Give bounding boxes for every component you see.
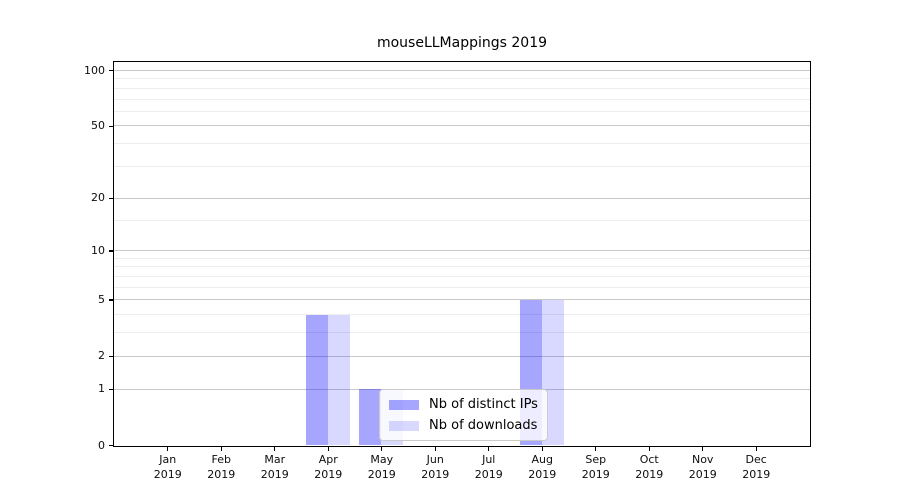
legend-entry-distinct-ips: Nb of distinct IPs bbox=[389, 397, 538, 412]
x-tick-year: 2019 bbox=[688, 468, 717, 481]
x-tick-label-mar: Mar 2019 bbox=[248, 452, 302, 482]
x-tick-month: Apr bbox=[318, 453, 338, 466]
y-tick-label-50: 50 bbox=[91, 119, 105, 133]
gridline-major bbox=[114, 197, 810, 199]
x-tick-label-jul: Jul 2019 bbox=[462, 452, 516, 482]
x-tick-year: 2019 bbox=[421, 468, 450, 481]
y-tick-label-0: 0 bbox=[98, 438, 105, 452]
gridline-major bbox=[114, 125, 810, 127]
bar-apr-downloads bbox=[327, 314, 350, 446]
gridline-major bbox=[114, 69, 810, 71]
x-tick-label-nov: Nov 2019 bbox=[676, 452, 730, 482]
x-tick-month: Sep bbox=[585, 453, 607, 466]
x-tick-label-apr: Apr 2019 bbox=[301, 452, 355, 482]
x-tick-year: 2019 bbox=[635, 468, 664, 481]
bar-apr-distinct-ips bbox=[305, 314, 328, 446]
x-tick-month: Aug bbox=[531, 453, 553, 466]
x-tick-label-dec: Dec 2019 bbox=[729, 452, 783, 482]
gridline-minor bbox=[114, 87, 810, 89]
x-tick-month: Feb bbox=[211, 453, 232, 466]
x-tick-label-jan: Jan 2019 bbox=[141, 452, 195, 482]
gridline-minor bbox=[114, 332, 810, 334]
gridline-major bbox=[114, 250, 810, 252]
x-tick-month: Nov bbox=[691, 453, 714, 466]
gridline-minor bbox=[114, 286, 810, 288]
gridline-minor bbox=[114, 219, 810, 221]
legend: Nb of distinct IPs Nb of downloads bbox=[379, 389, 548, 441]
x-tick-label-aug: Aug 2019 bbox=[515, 452, 569, 482]
x-tick-year: 2019 bbox=[474, 468, 503, 481]
gridline-minor bbox=[114, 78, 810, 80]
x-tick-label-sep: Sep 2019 bbox=[569, 452, 623, 482]
x-tick-month: Mar bbox=[264, 453, 286, 466]
x-tick-label-may: May 2019 bbox=[355, 452, 409, 482]
x-tick-year: 2019 bbox=[260, 468, 289, 481]
y-tick-label-5: 5 bbox=[98, 293, 105, 307]
x-tick-year: 2019 bbox=[581, 468, 610, 481]
gridline-major bbox=[114, 299, 810, 301]
x-tick-month: May bbox=[370, 453, 394, 466]
x-tick-year: 2019 bbox=[314, 468, 343, 481]
gridline-minor bbox=[114, 314, 810, 316]
y-tick-label-2: 2 bbox=[98, 349, 105, 363]
x-tick-year: 2019 bbox=[528, 468, 557, 481]
x-tick-month: Jan bbox=[159, 453, 177, 466]
gridline-minor bbox=[114, 143, 810, 145]
x-tick-year: 2019 bbox=[207, 468, 236, 481]
legend-label-distinct-ips: Nb of distinct IPs bbox=[429, 397, 538, 412]
y-tick-label-100: 100 bbox=[84, 63, 105, 77]
x-tick-month: Dec bbox=[745, 453, 767, 466]
legend-label-downloads: Nb of downloads bbox=[429, 418, 538, 433]
x-tick-month: Jun bbox=[426, 453, 444, 466]
gridline-minor bbox=[114, 110, 810, 112]
legend-swatch-distinct-ips bbox=[389, 399, 419, 410]
legend-swatch-downloads bbox=[389, 420, 419, 431]
x-tick-year: 2019 bbox=[367, 468, 396, 481]
x-tick-label-feb: Feb 2019 bbox=[194, 452, 248, 482]
x-tick-month: Oct bbox=[639, 453, 659, 466]
y-tick-label-10: 10 bbox=[91, 243, 105, 257]
legend-entry-downloads: Nb of downloads bbox=[389, 418, 538, 433]
gridline-minor bbox=[114, 275, 810, 277]
plot-area: Nb of distinct IPs Nb of downloads bbox=[113, 61, 811, 447]
gridline-minor bbox=[114, 165, 810, 167]
gridline-major bbox=[114, 355, 810, 357]
y-tick-label-20: 20 bbox=[91, 191, 105, 205]
bar-may-distinct-ips bbox=[359, 389, 382, 446]
x-tick-month: Jul bbox=[482, 453, 496, 466]
x-tick-label-oct: Oct 2019 bbox=[622, 452, 676, 482]
gridline-minor bbox=[114, 98, 810, 100]
gridline-minor bbox=[114, 257, 810, 259]
x-tick-year: 2019 bbox=[742, 468, 771, 481]
x-tick-year: 2019 bbox=[153, 468, 182, 481]
x-tick-label-jun: Jun 2019 bbox=[408, 452, 462, 482]
chart-title: mouseLLMappings 2019 bbox=[376, 35, 548, 51]
y-tick-label-1: 1 bbox=[98, 382, 105, 396]
gridline-minor bbox=[114, 266, 810, 268]
